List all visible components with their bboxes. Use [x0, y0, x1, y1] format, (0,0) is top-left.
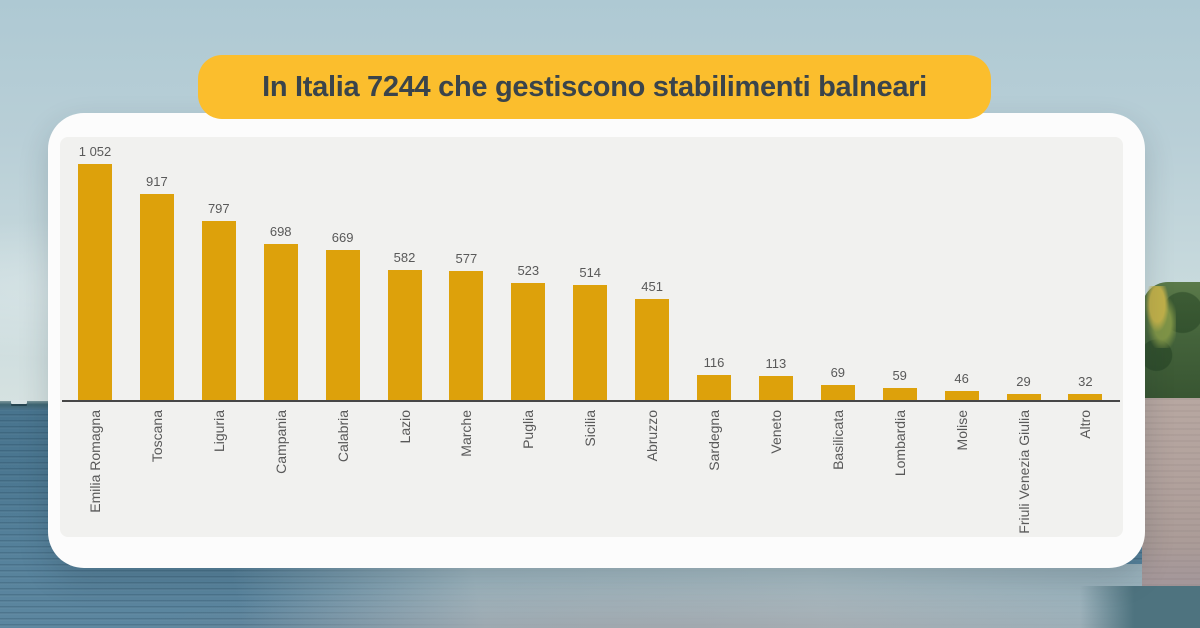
- shore-water: [0, 564, 1200, 628]
- category-label: Veneto: [767, 410, 784, 454]
- bar-value-label: 113: [765, 356, 787, 371]
- bar: [1006, 394, 1041, 401]
- bar-value-label: 116: [703, 355, 725, 370]
- bar: [263, 244, 298, 401]
- category-label: Puglia: [520, 410, 537, 449]
- chart-title-banner: In Italia 7244 che gestiscono stabilimen…: [198, 55, 991, 119]
- bar-value-label: 451: [641, 279, 663, 294]
- bar: [635, 299, 670, 401]
- bar-value-label: 582: [393, 250, 416, 265]
- bar-value-label: 698: [269, 224, 292, 239]
- shoreline-water: [1080, 586, 1200, 628]
- category-label: Sicilia: [582, 410, 599, 447]
- category-label: Abruzzo: [644, 410, 661, 462]
- category-label: Campania: [272, 410, 289, 474]
- bar: [511, 283, 546, 401]
- bar: [387, 270, 422, 401]
- bar: [78, 164, 112, 401]
- bar: [697, 375, 731, 401]
- bar: [1068, 394, 1103, 401]
- boat: [11, 400, 27, 404]
- bar: [449, 271, 484, 401]
- bar-value-label: 46: [954, 371, 969, 386]
- bar-value-label: 1 052: [78, 144, 112, 159]
- bar-value-label: 577: [455, 251, 478, 266]
- category-label: Friuli Venezia Giulia: [1015, 410, 1032, 534]
- category-label: Altro: [1077, 410, 1094, 439]
- bar: [573, 285, 608, 401]
- category-label: Lombardia: [891, 410, 908, 477]
- category-label: Molise: [953, 410, 970, 451]
- bar-value-label: 797: [207, 201, 230, 216]
- bar-value-label: 32: [1078, 374, 1093, 389]
- bar-value-label: 523: [517, 263, 540, 278]
- bar: [820, 385, 855, 401]
- bar-value-label: 514: [579, 265, 602, 280]
- chart-panel: 1 052 Emilia Romagna 917 Toscana 797 Liguria 6…: [48, 113, 1145, 568]
- bar-chart: 1 052 Emilia Romagna 917 Toscana 797 Liguria 6…: [60, 137, 1123, 537]
- bar-value-label: 69: [830, 365, 846, 380]
- bar: [201, 221, 236, 401]
- category-label: Emilia Romagna: [87, 410, 103, 513]
- bar-value-label: 59: [892, 368, 907, 383]
- bar-value-label: 917: [146, 174, 168, 189]
- palm-fronds: [1142, 286, 1176, 348]
- x-axis-line: [62, 400, 1120, 402]
- category-label: Calabria: [334, 410, 351, 463]
- bar-value-label: 29: [1016, 374, 1031, 389]
- category-label: Marche: [458, 410, 475, 457]
- category-label: Basilicata: [829, 410, 846, 470]
- category-label: Liguria: [210, 410, 227, 453]
- bar: [944, 391, 979, 401]
- bar-value-label: 669: [331, 230, 354, 245]
- category-label: Sardegna: [706, 410, 722, 471]
- bar: [325, 250, 360, 401]
- bar: [139, 194, 174, 401]
- beach-sand: [1142, 398, 1200, 590]
- bar: [882, 388, 917, 401]
- bar: [758, 376, 793, 401]
- category-label: Toscana: [148, 410, 165, 463]
- category-label: Lazio: [396, 410, 413, 444]
- chart-title: In Italia 7244 che gestiscono stabilimen…: [262, 70, 927, 103]
